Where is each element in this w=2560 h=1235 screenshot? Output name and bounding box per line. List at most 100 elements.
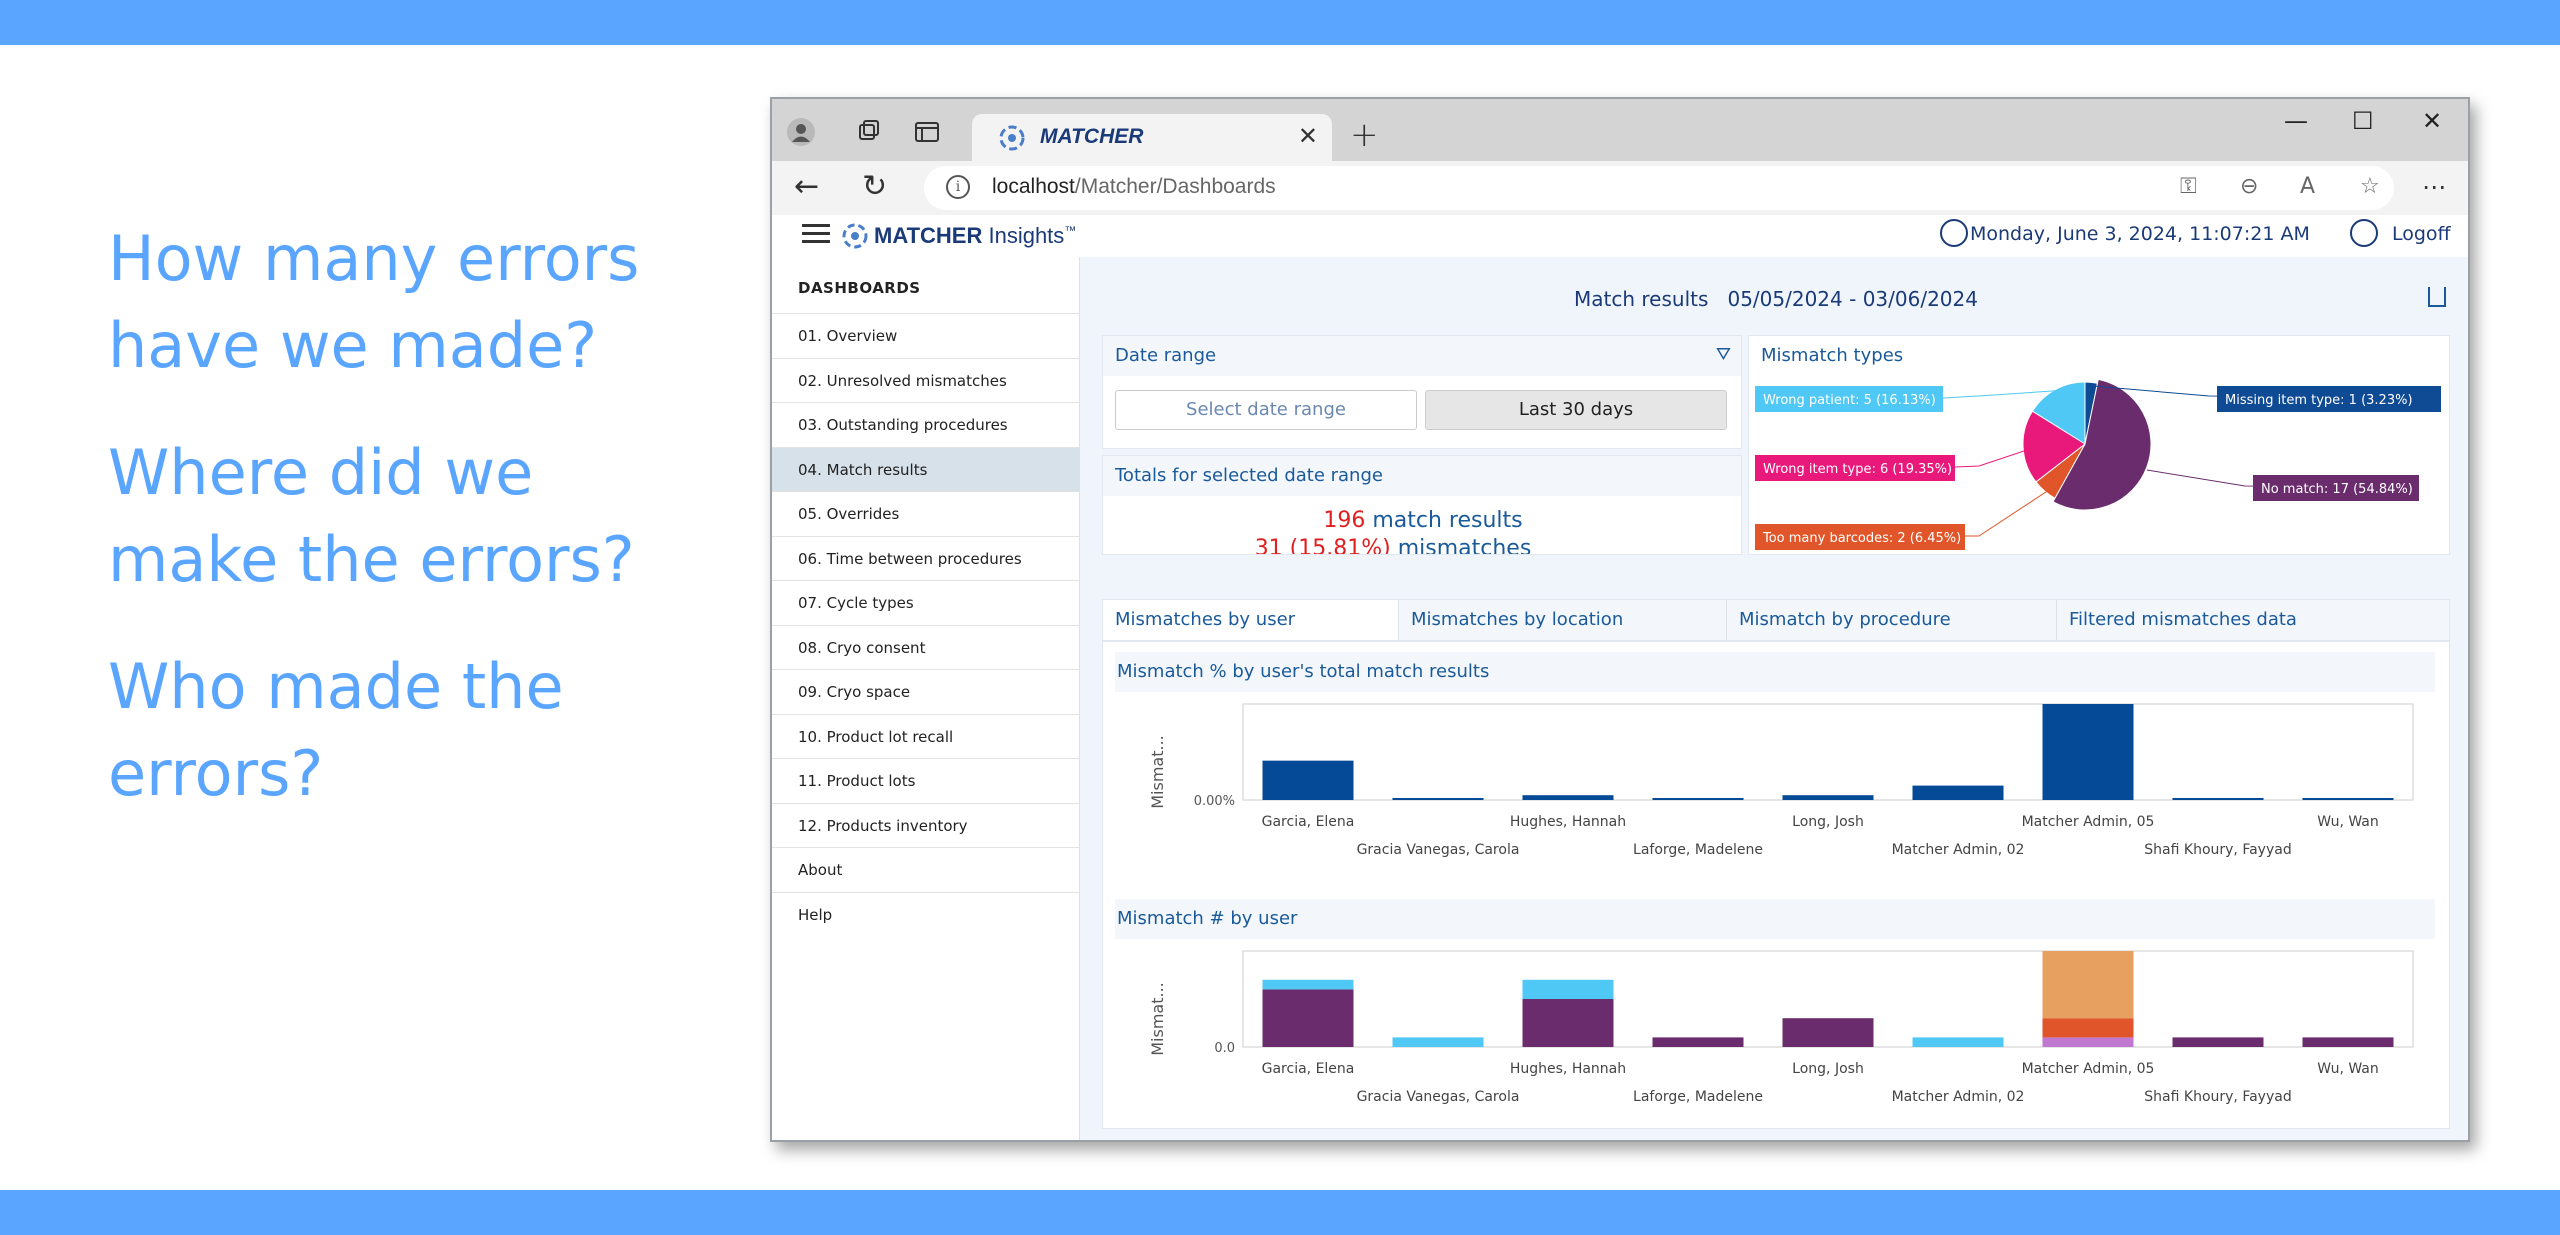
sidebar-item-overview[interactable]: 01. Overview	[772, 313, 1080, 358]
url-field[interactable]: i localhost/Matcher/Dashboards ⚿ ⊖ A ☆	[924, 166, 2394, 210]
sidebar-item-unresolved-mismatches[interactable]: 02. Unresolved mismatches	[772, 357, 1080, 403]
label-wrong-patient: Wrong patient: 5 (16.13%)	[1763, 393, 1936, 408]
sidebar-item-cycle-types[interactable]: 07. Cycle types	[772, 580, 1080, 625]
bar-8	[2302, 798, 2394, 800]
label-wrong-item-type-leader	[1954, 447, 2034, 468]
mismatch-total: 31 (15.81%) mismatches	[1103, 536, 1713, 555]
sidebar-item-products-inventory[interactable]: 12. Products inventory	[772, 802, 1080, 848]
sidebar-item-outstanding-procedures[interactable]: 03. Outstanding procedures	[772, 402, 1080, 447]
x-tick-label-3: Laforge, Madelene	[1633, 1089, 1763, 1105]
key-icon[interactable]: ⚿	[2180, 174, 2197, 199]
header-datetime: Monday, June 3, 2024, 11:07:21 AM	[1970, 223, 2310, 245]
bar-6-seg-4	[2042, 951, 2134, 1019]
results-label: match results	[1365, 508, 1523, 533]
breakdown-tabs: Mismatches by user Mismatches by locatio…	[1102, 599, 2450, 641]
label-wrong-patient-box	[1755, 386, 1943, 412]
y-tick-label: 0.0	[1214, 1041, 1235, 1056]
url-text[interactable]: localhost/Matcher/Dashboards	[992, 175, 1276, 199]
x-tick-label-4: Long, Josh	[1792, 814, 1864, 830]
bar-4-seg-1	[1782, 1018, 1874, 1047]
tab-mismatch-by-procedure[interactable]: Mismatch by procedure	[1727, 600, 2057, 640]
page-title: Match results 05/05/2024 - 03/06/2024	[1080, 287, 2468, 311]
browser-tab-matcher[interactable]: MATCHER ✕	[972, 114, 1332, 161]
logo-rest: Insights	[982, 223, 1065, 248]
sidebar-item-time-between-procedures[interactable]: 06. Time between procedures	[772, 535, 1080, 581]
sidebar-item-cryo-space[interactable]: 09. Cryo space	[772, 669, 1080, 714]
sidebar-item-product-lot-recall[interactable]: 10. Product lot recall	[772, 713, 1080, 759]
logoff-link[interactable]: Logoff	[2392, 223, 2451, 245]
bar-2	[1522, 795, 1614, 800]
plot-area	[1242, 703, 2414, 801]
x-tick-label-5: Matcher Admin, 02	[1892, 842, 2025, 858]
hamburger-menu-icon[interactable]	[802, 224, 830, 246]
mismatch-types-header: Mismatch types	[1749, 336, 2449, 376]
label-too-many-barcodes-leader	[1965, 485, 2056, 537]
user-charts-panel: Mismatch % by user's total match results…	[1102, 641, 2450, 1129]
app-header: MATCHER Insights™ Monday, June 3, 2024, …	[772, 215, 2468, 257]
bar-8-seg-1	[2302, 1037, 2394, 1047]
sidebar-item-overrides[interactable]: 05. Overrides	[772, 491, 1080, 536]
main-content: Match results 05/05/2024 - 03/06/2024 Da…	[1080, 257, 2468, 1140]
question-1: How many errors have we made?	[108, 222, 640, 382]
maximize-icon[interactable]: ☐	[2352, 107, 2374, 135]
favorite-star-icon[interactable]: ☆	[2360, 174, 2380, 199]
workspaces-icon[interactable]	[854, 117, 884, 147]
x-tick-label-2: Hughes, Hannah	[1510, 814, 1626, 830]
x-tick-label-1: Gracia Vanegas, Carola	[1357, 842, 1520, 858]
close-tab-icon[interactable]: ✕	[1297, 122, 1318, 150]
site-info-icon[interactable]: i	[946, 175, 970, 199]
refresh-icon[interactable]: ↻	[862, 169, 888, 204]
chart2-title: Mismatch # by user	[1115, 899, 2435, 939]
label-no-match: No match: 17 (54.84%)	[2261, 482, 2413, 497]
tab-actions-icon[interactable]	[912, 117, 942, 147]
sidebar: DASHBOARDS 01. Overview 02. Unresolved m…	[772, 257, 1080, 1140]
logoff-icon[interactable]	[2350, 219, 2378, 247]
browser-window: MATCHER ✕ + — ☐ ✕ ← ↻ i localhost/Matche…	[770, 97, 2470, 1142]
profile-icon[interactable]	[786, 117, 816, 147]
matcher-logo-icon	[999, 125, 1025, 151]
sidebar-item-help[interactable]: Help	[772, 891, 1080, 937]
export-share-icon[interactable]	[2428, 287, 2446, 307]
bar-1	[1392, 798, 1484, 800]
sidebar-item-about[interactable]: About	[772, 847, 1080, 892]
more-menu-icon[interactable]: ⋯	[2422, 173, 2446, 201]
new-tab-icon[interactable]: +	[1350, 115, 1379, 155]
tab-mismatches-by-user[interactable]: Mismatches by user	[1103, 600, 1399, 640]
sidebar-item-match-results[interactable]: 04. Match results	[772, 446, 1080, 491]
pie-slice-no-match	[2052, 378, 2152, 511]
date-range-card: Date range ⛛ Select date range Last 30 d…	[1102, 335, 1742, 449]
label-wrong-item-type-box	[1755, 455, 1955, 481]
bar-0-seg-1	[1262, 989, 1354, 1047]
logo-bold: MATCHER	[874, 223, 983, 248]
sidebar-item-product-lots[interactable]: 11. Product lots	[772, 758, 1080, 803]
minimize-icon[interactable]: —	[2284, 107, 2308, 135]
bar-7-seg-1	[2172, 1037, 2264, 1047]
sidebar-item-cryo-consent[interactable]: 08. Cryo consent	[772, 624, 1080, 670]
bar-3	[1652, 798, 1744, 800]
label-wrong-patient-leader	[1942, 389, 2068, 399]
bar-5-seg-3	[1912, 1037, 2004, 1047]
sidebar-list: 01. Overview 02. Unresolved mismatches 0…	[772, 313, 1080, 936]
question-3: Who made the errors?	[108, 650, 564, 810]
x-tick-label-7: Shafi Khoury, Fayyad	[2144, 842, 2291, 858]
y-axis-label: Mismat...	[1148, 982, 1167, 1056]
mismatch-label: mismatches	[1390, 536, 1532, 555]
totals-header: Totals for selected date range	[1103, 456, 1741, 496]
totals-card: Totals for selected date range 196 match…	[1102, 455, 1742, 555]
tab-mismatches-by-location[interactable]: Mismatches by location	[1399, 600, 1727, 640]
slide-questions: How many errors have we made? Where did …	[108, 215, 708, 857]
last-30-days-button[interactable]: Last 30 days	[1425, 390, 1727, 430]
read-aloud-icon[interactable]: A	[2300, 174, 2316, 199]
x-tick-label-5: Matcher Admin, 02	[1892, 1089, 2025, 1105]
x-tick-label-7: Shafi Khoury, Fayyad	[2144, 1089, 2291, 1105]
zoom-out-icon[interactable]: ⊖	[2240, 174, 2259, 199]
back-icon[interactable]: ←	[794, 169, 820, 204]
x-tick-label-0: Garcia, Elena	[1262, 814, 1355, 830]
x-tick-label-6: Matcher Admin, 05	[2022, 1061, 2155, 1077]
close-window-icon[interactable]: ✕	[2422, 107, 2443, 135]
tab-filtered-mismatches-data[interactable]: Filtered mismatches data	[2069, 609, 2297, 630]
select-date-range-button[interactable]: Select date range	[1115, 390, 1417, 430]
bar-6-seg-2	[2042, 1018, 2134, 1038]
clear-filter-icon[interactable]: ⛛	[1715, 344, 1731, 365]
